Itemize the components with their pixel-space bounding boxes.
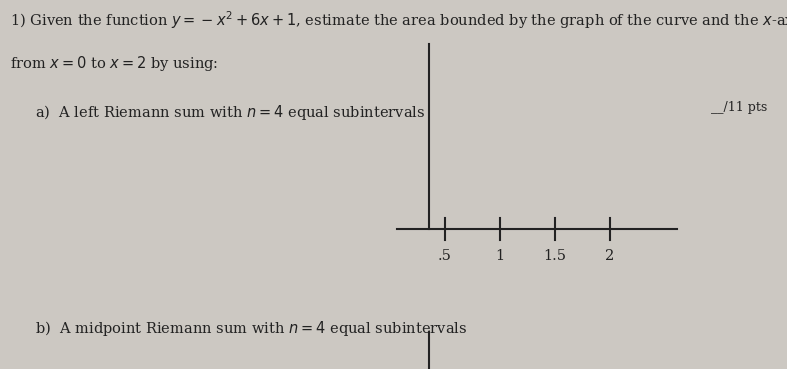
Text: b)  A midpoint Riemann sum with $n = 4$ equal subintervals: b) A midpoint Riemann sum with $n = 4$ e…: [35, 319, 467, 338]
Text: a)  A left Riemann sum with $n = 4$ equal subintervals: a) A left Riemann sum with $n = 4$ equal…: [35, 103, 426, 122]
Text: 2: 2: [605, 249, 615, 263]
Text: 1: 1: [495, 249, 504, 263]
Text: from $x = 0$ to $x = 2$ by using:: from $x = 0$ to $x = 2$ by using:: [10, 54, 219, 72]
Text: 1.5: 1.5: [543, 249, 567, 263]
Text: 1) Given the function $y = -x^{2} + 6x + 1$, estimate the area bounded by the gr: 1) Given the function $y = -x^{2} + 6x +…: [10, 9, 787, 31]
Text: __/11 pts: __/11 pts: [711, 101, 767, 114]
Text: .5: .5: [438, 249, 452, 263]
